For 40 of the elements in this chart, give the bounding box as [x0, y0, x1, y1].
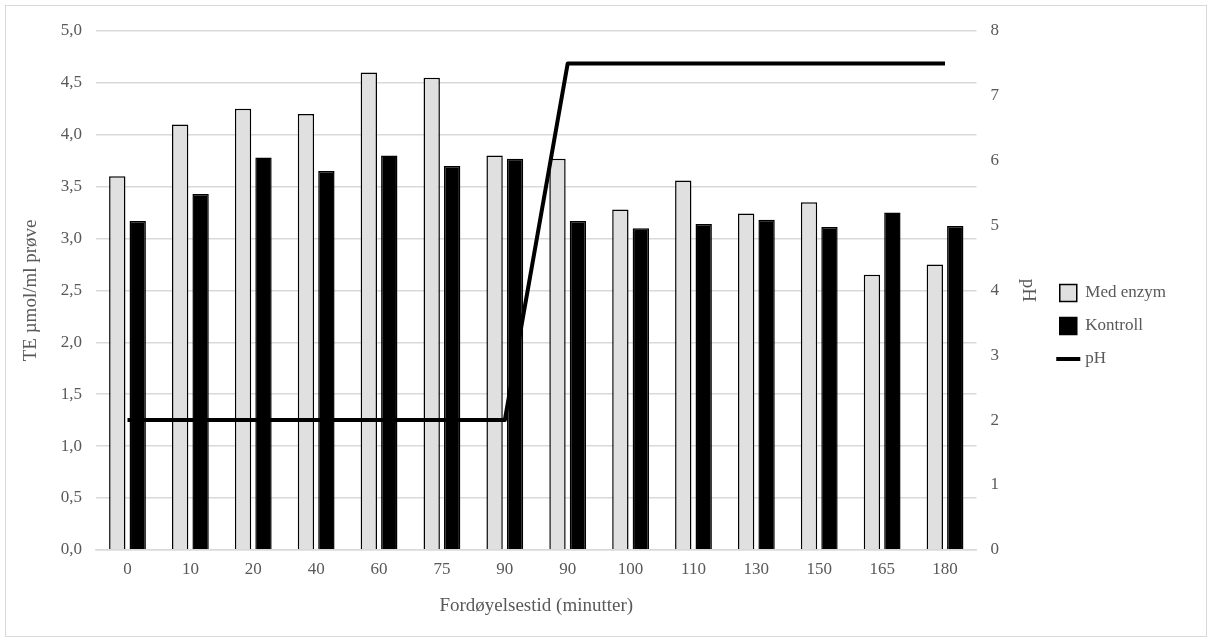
x-tick-label: 150 — [806, 559, 833, 579]
x-tick-label: 100 — [617, 559, 644, 579]
y-tick-label: 3,5 — [60, 176, 83, 196]
x-axis-title: Fordøyelsestid (minutter) — [439, 593, 634, 616]
y-tick-label: 4,0 — [60, 124, 83, 144]
x-tick-label: 165 — [869, 559, 895, 579]
y2-tick-label: 8 — [990, 20, 999, 40]
y-tick-label: 2,0 — [60, 331, 83, 351]
y-tick-label: 3,0 — [60, 227, 83, 247]
y-tick-label: 2,5 — [60, 279, 83, 299]
y2-tick-label: 3 — [990, 344, 999, 364]
x-tick-label: 110 — [681, 559, 706, 579]
y-tick-label: 1,0 — [60, 435, 83, 455]
x-tick-label: 20 — [244, 559, 262, 579]
x-tick-label: 180 — [932, 559, 958, 579]
y2-tick-label: 6 — [990, 150, 999, 170]
legend-label: Kontroll — [1085, 315, 1144, 335]
y2-tick-label: 5 — [990, 215, 999, 235]
x-tick-label: 40 — [307, 559, 325, 579]
x-tick-label: 90 — [496, 559, 514, 579]
y-tick-label: 1,5 — [60, 383, 83, 403]
y2-axis-title: pH — [1019, 278, 1041, 303]
y2-tick-label: 1 — [990, 474, 999, 494]
y2-tick-label: 2 — [990, 409, 999, 429]
x-tick-label: 90 — [559, 559, 577, 579]
y2-tick-label: 0 — [990, 539, 999, 559]
y-axis-title: TE µmol/ml prøve — [19, 219, 41, 362]
y-tick-label: 0,5 — [60, 487, 83, 507]
legend-label: pH — [1085, 348, 1107, 368]
y2-tick-label: 4 — [990, 279, 1000, 299]
x-tick-label: 0 — [123, 559, 132, 579]
y-tick-label: 0,0 — [60, 539, 83, 559]
y-tick-label: 4,5 — [60, 72, 83, 92]
x-tick-label: 75 — [433, 559, 451, 579]
legend-label: Med enzym — [1085, 282, 1167, 302]
x-tick-label: 10 — [181, 559, 199, 579]
x-tick-label: 60 — [370, 559, 388, 579]
x-tick-label: 130 — [743, 559, 770, 579]
y-tick-label: 5,0 — [60, 20, 83, 40]
y2-tick-label: 7 — [990, 85, 1000, 105]
